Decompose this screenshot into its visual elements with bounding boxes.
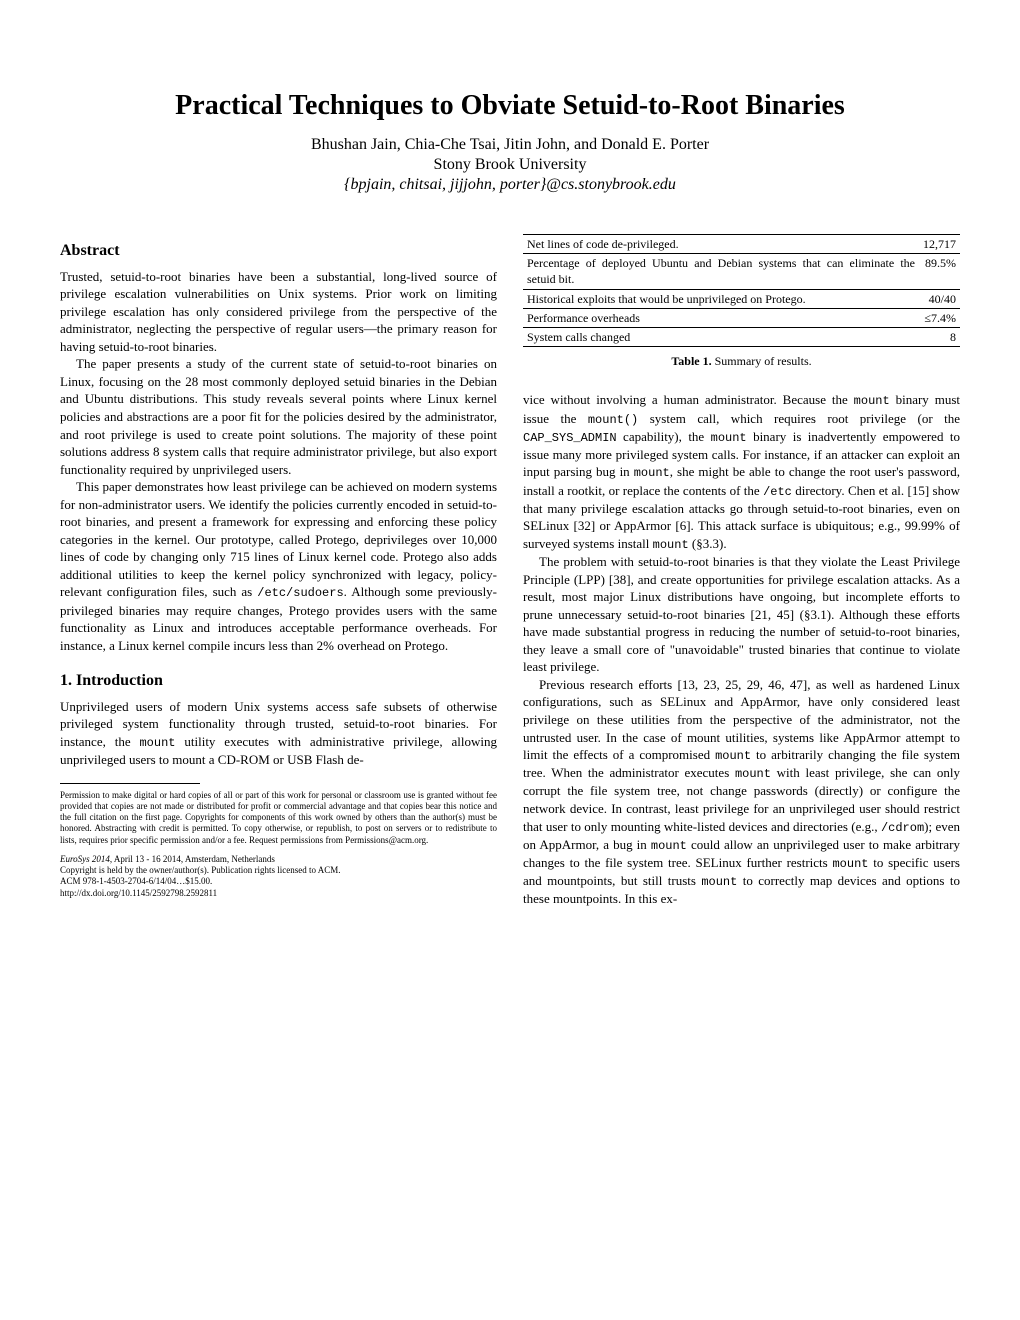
doi-line: http://dx.doi.org/10.1145/2592798.259281… <box>60 888 497 899</box>
table-cell-label: Percentage of deployed Ubuntu and Debian… <box>523 254 919 289</box>
table-cell-value: ≤7.4% <box>919 308 960 327</box>
text: system call, which requires root privile… <box>638 411 960 426</box>
abstract-heading: Abstract <box>60 240 497 262</box>
table-cell-value: 40/40 <box>919 289 960 308</box>
code: mount <box>854 394 890 408</box>
venue-date: , April 13 - 16 2014, Amsterdam, Netherl… <box>110 854 275 864</box>
code: /cdrom <box>881 821 924 835</box>
intro-heading: 1. Introduction <box>60 670 497 692</box>
acm-line: ACM 978-1-4503-2704-6/14/04…$15.00. <box>60 876 497 887</box>
text: This paper demonstrates how least privil… <box>60 479 497 599</box>
paper-title: Practical Techniques to Obviate Setuid-t… <box>60 90 960 122</box>
permission-text: Permission to make digital or hard copie… <box>60 790 497 846</box>
table-cell-label: Performance overheads <box>523 308 919 327</box>
table-cell-value: 12,717 <box>919 235 960 254</box>
results-table: Net lines of code de-privileged.12,717Pe… <box>523 234 960 347</box>
table-row: Historical exploits that would be unpriv… <box>523 289 960 308</box>
emails: {bpjain, chitsai, jijjohn, porter}@cs.st… <box>60 176 960 194</box>
code: mount <box>735 767 771 781</box>
code: mount() <box>588 413 638 427</box>
code: mount <box>701 875 737 889</box>
affiliation: Stony Brook University <box>60 156 960 174</box>
code: mount <box>139 736 175 750</box>
table-cell-value: 8 <box>919 327 960 346</box>
table-caption-text: Summary of results. <box>712 354 812 368</box>
venue-block: EuroSys 2014, April 13 - 16 2014, Amster… <box>60 854 497 899</box>
code: mount <box>653 538 689 552</box>
table-cell-label: System calls changed <box>523 327 919 346</box>
footnote-rule <box>60 783 200 784</box>
two-column-layout: Abstract Trusted, setuid-to-root binarie… <box>60 234 960 908</box>
table-caption-label: Table 1. <box>671 354 711 368</box>
col2-p2: The problem with setuid-to-root binaries… <box>523 553 960 676</box>
table-row: Net lines of code de-privileged.12,717 <box>523 235 960 254</box>
copyright-line: Copyright is held by the owner/author(s)… <box>60 865 497 876</box>
right-column: Net lines of code de-privileged.12,717Pe… <box>523 234 960 908</box>
abstract-p1: Trusted, setuid-to-root binaries have be… <box>60 268 497 356</box>
intro-p1: Unprivileged users of modern Unix system… <box>60 698 497 769</box>
authors: Bhushan Jain, Chia-Che Tsai, Jitin John,… <box>60 136 960 154</box>
table-cell-label: Net lines of code de-privileged. <box>523 235 919 254</box>
code: mount <box>711 431 747 445</box>
code: mount <box>832 857 868 871</box>
table-row: Percentage of deployed Ubuntu and Debian… <box>523 254 960 289</box>
table-caption: Table 1. Summary of results. <box>523 353 960 369</box>
table-cell-label: Historical exploits that would be unpriv… <box>523 289 919 308</box>
col2-p3: Previous research efforts [13, 23, 25, 2… <box>523 676 960 908</box>
table-row: System calls changed8 <box>523 327 960 346</box>
code: mount <box>715 749 751 763</box>
abstract-p2: The paper presents a study of the curren… <box>60 355 497 478</box>
table-row: Performance overheads≤7.4% <box>523 308 960 327</box>
code: /etc/sudoers <box>257 586 343 600</box>
code: mount <box>651 839 687 853</box>
text: capability), the <box>617 429 711 444</box>
code: CAP_SYS_ADMIN <box>523 431 617 445</box>
code: /etc <box>763 485 792 499</box>
text: (§3.3). <box>689 536 727 551</box>
text: vice without involving a human administr… <box>523 392 854 407</box>
abstract-p3: This paper demonstrates how least privil… <box>60 478 497 654</box>
table-cell-value: 89.5% <box>919 254 960 289</box>
venue-name: EuroSys 2014 <box>60 854 110 864</box>
left-column: Abstract Trusted, setuid-to-root binarie… <box>60 234 497 908</box>
code: mount <box>634 466 670 480</box>
col2-p1: vice without involving a human administr… <box>523 391 960 553</box>
